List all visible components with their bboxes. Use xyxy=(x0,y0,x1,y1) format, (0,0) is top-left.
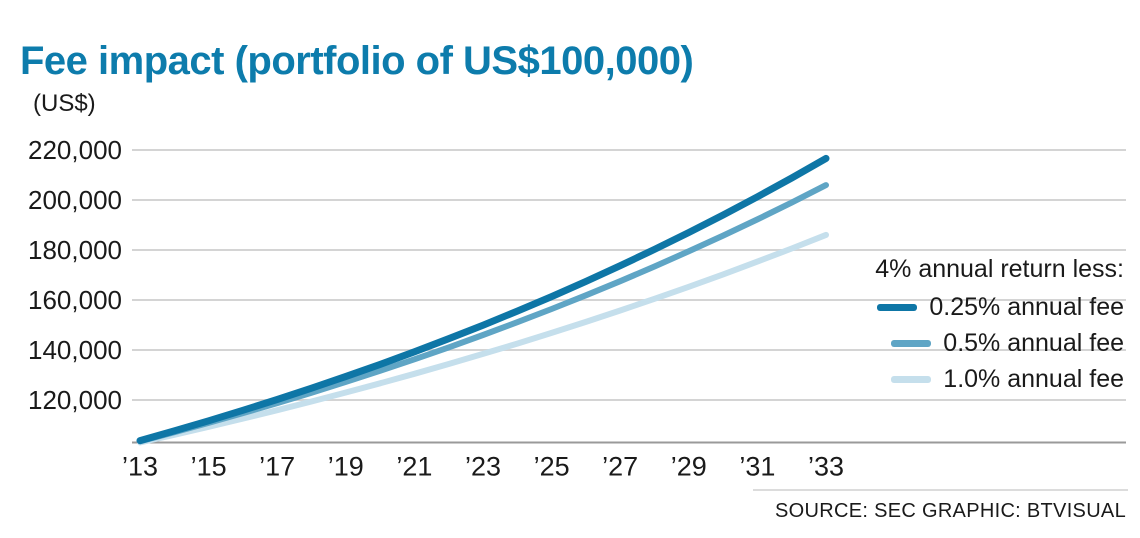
y-axis-tick-label: 200,000 xyxy=(28,185,122,215)
legend-label: 0.5% annual fee xyxy=(943,329,1124,357)
x-axis-tick-label: ’29 xyxy=(671,452,707,482)
series-line-1-0-annual-fee xyxy=(137,231,829,446)
x-axis-tick-label: ’13 xyxy=(122,452,158,482)
y-axis-tick-label: 140,000 xyxy=(28,335,122,365)
legend: 4% annual return less: 0.25% annual fee … xyxy=(875,255,1124,394)
series-line-0-5-annual-fee xyxy=(137,182,829,445)
source-credit: SOURCE: SEC GRAPHIC: BTVISUAL xyxy=(775,500,1126,522)
y-axis-tick-label: 180,000 xyxy=(28,235,122,265)
legend-swatch-025-fee xyxy=(877,304,918,311)
x-axis-tick-label: ’27 xyxy=(602,452,638,482)
x-axis-tick-label: ’31 xyxy=(739,452,775,482)
x-axis-tick-label: ’21 xyxy=(396,452,432,482)
legend-title: 4% annual return less: xyxy=(875,255,1124,283)
legend-item-05-fee: 0.5% annual fee xyxy=(891,329,1124,358)
y-axis-tick-label: 160,000 xyxy=(28,285,122,315)
x-axis-tick-label: ’17 xyxy=(259,452,295,482)
x-axis-tick-label: ’25 xyxy=(534,452,570,482)
y-axis-tick-label: 220,000 xyxy=(28,135,122,165)
legend-item-10-fee: 1.0% annual fee xyxy=(891,365,1124,394)
legend-item-025-fee: 0.25% annual fee xyxy=(877,293,1124,322)
footer-divider xyxy=(753,489,1128,491)
x-axis-tick-label: ’15 xyxy=(191,452,227,482)
x-axis-tick-label: ’33 xyxy=(808,452,844,482)
legend-swatch-10-fee xyxy=(891,376,932,383)
x-axis-tick-label: ’19 xyxy=(328,452,364,482)
y-axis-unit-label: (US$) xyxy=(33,90,96,117)
series-line-0-25-annual-fee xyxy=(136,154,830,445)
y-axis-tick-label: 120,000 xyxy=(28,385,122,415)
page-title: Fee impact (portfolio of US$100,000) xyxy=(20,38,694,83)
legend-swatch-05-fee xyxy=(891,340,932,347)
x-axis-tick-label: ’23 xyxy=(465,452,501,482)
legend-label: 1.0% annual fee xyxy=(943,365,1124,393)
legend-label: 0.25% annual fee xyxy=(929,293,1124,321)
